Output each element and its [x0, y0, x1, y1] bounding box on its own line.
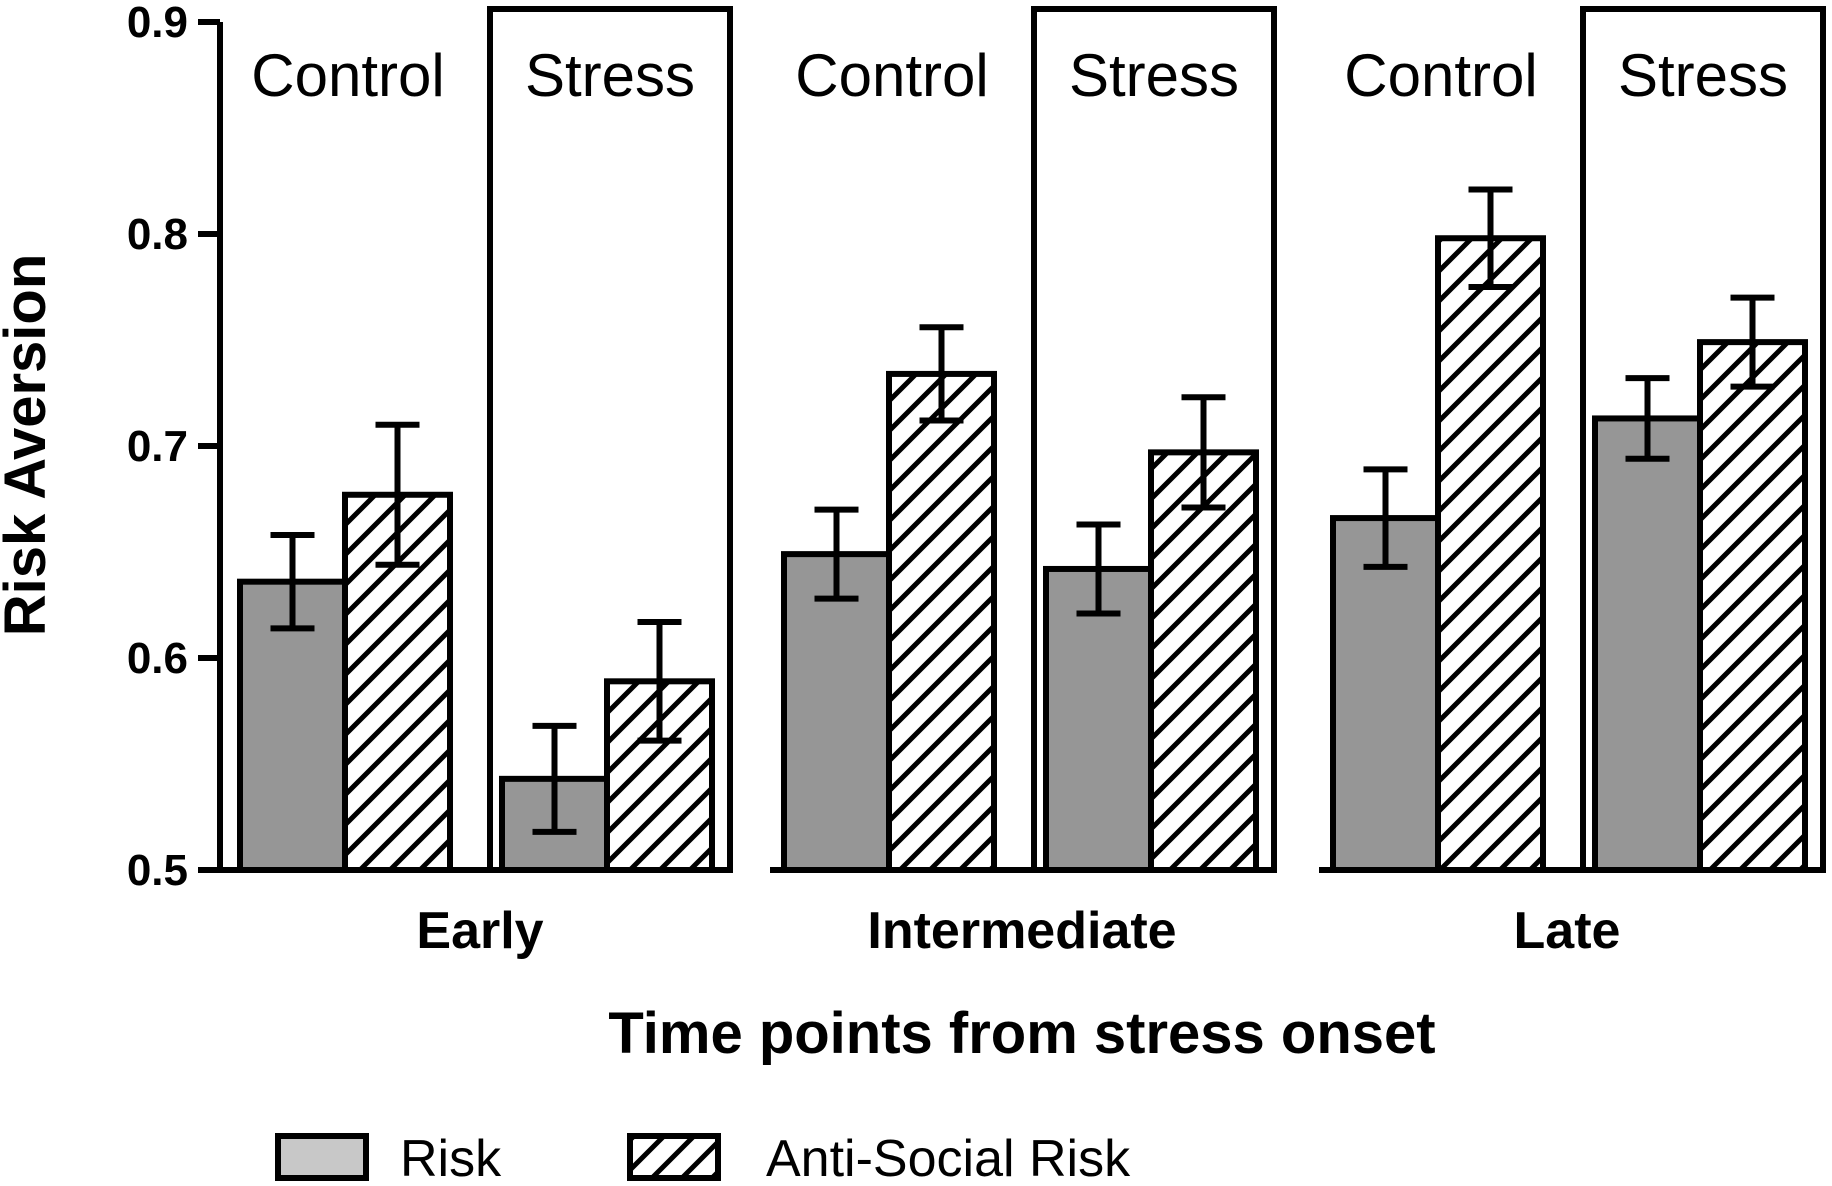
group-labels: Early Intermediate Late	[416, 902, 1620, 960]
y-ticks: 0.5 0.6 0.7 0.8 0.9	[127, 0, 220, 895]
legend: Risk Anti-Social Risk	[275, 1130, 1131, 1186]
y-tick-label: 0.7	[127, 422, 188, 471]
group-label: Early	[416, 902, 543, 960]
legend-label-anti-social-risk: Anti-Social Risk	[766, 1130, 1131, 1186]
group-label: Intermediate	[867, 902, 1176, 960]
bar-anti-social-risk	[1148, 449, 1259, 873]
condition-label-control: Control	[1344, 42, 1537, 109]
error-bars	[270, 186, 1775, 835]
condition-label-stress: Stress	[1618, 42, 1788, 109]
y-tick-label: 0.8	[127, 210, 188, 259]
group-label: Late	[1514, 902, 1621, 960]
x-axis-title: Time points from stress onset	[608, 1001, 1435, 1066]
bar-risk	[1043, 565, 1154, 874]
legend-label-risk: Risk	[400, 1130, 502, 1186]
bar-anti-social-risk	[886, 370, 997, 873]
bar-anti-social-risk	[1697, 339, 1808, 873]
condition-labels: Control Stress Control Stress Control Stress	[251, 42, 1788, 109]
condition-label-stress: Stress	[525, 42, 695, 109]
y-tick-label: 0.5	[127, 846, 188, 895]
bar-risk	[1592, 415, 1703, 873]
legend-swatch-anti-social-risk	[627, 1133, 721, 1181]
bar-risk	[1330, 515, 1441, 874]
bar-risk	[781, 551, 892, 873]
bars	[237, 235, 1808, 874]
bar-anti-social-risk	[1435, 235, 1546, 874]
y-tick-label: 0.9	[127, 0, 188, 47]
y-axis-title: Risk Aversion	[0, 254, 58, 637]
condition-label-control: Control	[795, 42, 988, 109]
condition-label-stress: Stress	[1069, 42, 1239, 109]
condition-label-control: Control	[251, 42, 444, 109]
legend-swatch-risk	[275, 1133, 369, 1181]
y-tick-label: 0.6	[127, 634, 188, 683]
